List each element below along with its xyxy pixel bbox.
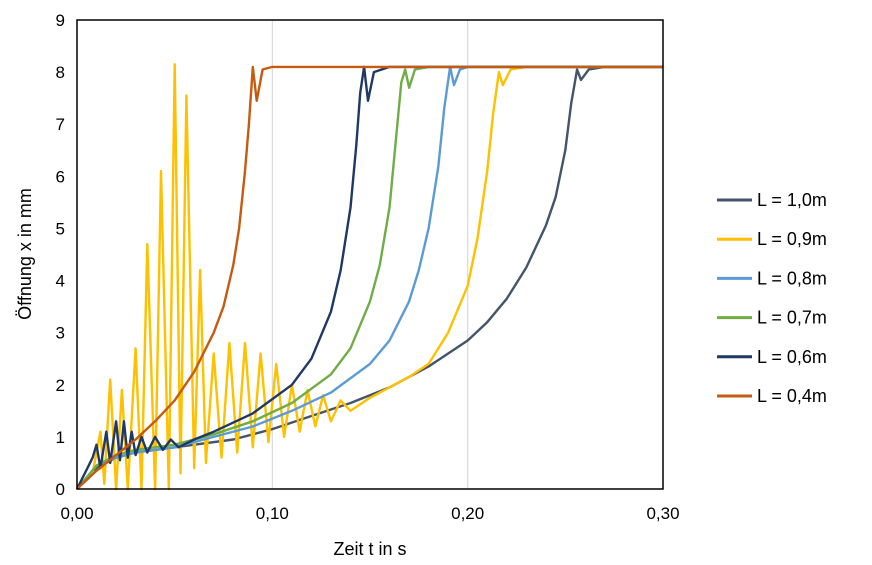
series-line-2: [76, 65, 663, 490]
legend-label: L = 0,6m: [757, 347, 827, 367]
y-tick-label: 2: [56, 376, 65, 395]
y-tick-label: 3: [56, 324, 65, 343]
x-tick-labels: 0,00 0,10 0,20 0,30: [60, 504, 679, 523]
y-tick-label: 7: [56, 115, 65, 134]
series-line-5: [76, 65, 663, 490]
legend-item: L = 0,8m: [717, 268, 827, 288]
series-line-3: [76, 65, 663, 490]
y-tick-label: 9: [56, 11, 65, 30]
x-tick-label: 0,20: [451, 504, 484, 523]
y-tick-labels: 0 1 2 3 4 5 6 7 8 9: [56, 11, 65, 499]
series-line-0: [76, 65, 663, 490]
y-tick-label: 5: [56, 219, 65, 238]
legend-label: L = 1,0m: [757, 190, 827, 210]
legend-item: L = 0,4m: [717, 386, 827, 406]
legend-item: L = 0,7m: [717, 308, 827, 328]
legend-label: L = 0,9m: [757, 229, 827, 249]
x-tick-label: 0,00: [60, 504, 93, 523]
legend: L = 1,0m L = 0,9m L = 0,8m L = 0,7m L = 0,6m…: [717, 190, 827, 406]
plot-area-frame: [76, 19, 664, 490]
y-tick-label: 6: [56, 167, 65, 186]
y-tick-label: 4: [56, 272, 65, 291]
y-tick-label: 0: [56, 480, 65, 499]
legend-label: L = 0,4m: [757, 386, 827, 406]
series-lines: [75, 63, 663, 491]
legend-item: L = 1,0m: [717, 190, 827, 210]
legend-label: L = 0,7m: [757, 308, 827, 328]
y-axis-title: Öffnung x in mm: [15, 188, 35, 320]
y-tick-label: 8: [56, 63, 65, 82]
series-line-1: [76, 63, 663, 491]
series-line-4: [75, 65, 663, 490]
legend-item: L = 0,9m: [717, 229, 827, 249]
x-tick-label: 0,10: [256, 504, 289, 523]
y-tick-label: 1: [56, 428, 65, 447]
x-axis-title: Zeit t in s: [333, 539, 406, 559]
legend-label: L = 0,8m: [757, 268, 827, 288]
legend-item: L = 0,6m: [717, 347, 827, 367]
x-tick-label: 0,30: [646, 504, 679, 523]
